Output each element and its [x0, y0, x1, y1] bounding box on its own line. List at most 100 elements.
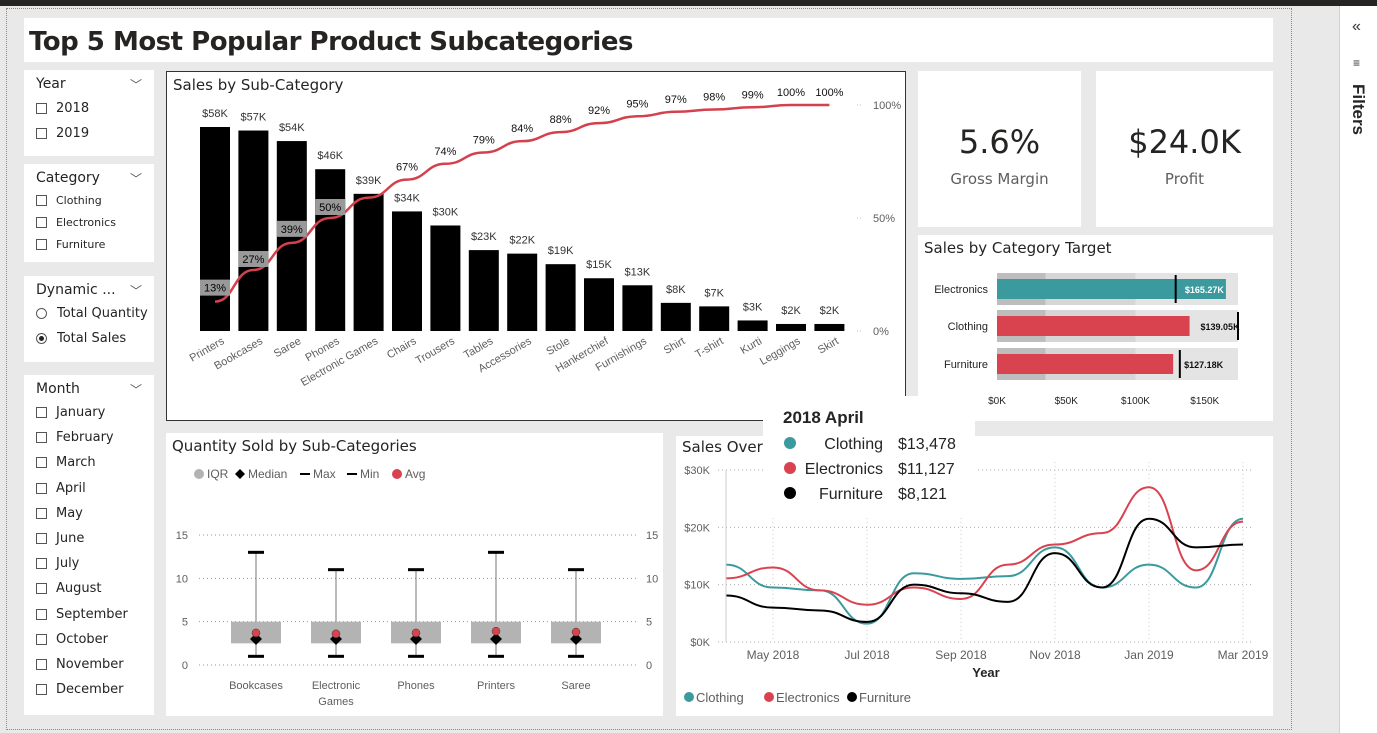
checkbox[interactable] — [36, 457, 47, 469]
checkbox[interactable] — [36, 103, 47, 114]
window-top-bar — [0, 0, 1377, 6]
option-label: Total Sales — [57, 331, 127, 346]
legend-marker — [684, 692, 694, 702]
series-line-electronics — [725, 486, 1244, 606]
pareto-chart[interactable]: 0%50%100%$58KPrinters$57KBookcases$54KSa… — [167, 72, 905, 420]
slicer-option-october[interactable]: October — [36, 632, 108, 647]
checkbox[interactable] — [36, 507, 47, 519]
year-slicer: Year ﹀ 2018 2019 — [24, 70, 154, 156]
chevron-down-icon[interactable]: ﹀ — [129, 172, 142, 186]
checkbox[interactable] — [36, 633, 47, 645]
slicer-title: Category — [36, 170, 100, 186]
gross-margin-card: 5.6% Gross Margin — [918, 71, 1081, 227]
bullet-chart[interactable]: $165.27K Electronics $139.05K Clothing $127.… — [918, 235, 1273, 421]
dynamic-measure-slicer: Dynamic ... ﹀ Total Quantity Total Sales — [24, 276, 154, 362]
slicer-option-furniture[interactable]: Furniture — [36, 238, 105, 251]
checkbox[interactable] — [36, 217, 47, 228]
chevron-down-icon[interactable]: ﹀ — [129, 78, 142, 92]
cumulative-percent-line — [214, 103, 830, 303]
slicer-option-august[interactable]: August — [36, 581, 102, 596]
cumulative-label: 27% — [242, 254, 264, 266]
y-tick-label: $0K — [690, 637, 710, 649]
bar-value-label: $8K — [666, 284, 686, 296]
cumulative-label-bg — [315, 199, 346, 215]
slicer-option-2018[interactable]: 2018 — [36, 101, 89, 116]
option-label: 2018 — [56, 101, 90, 116]
legend-label: Clothing — [696, 690, 744, 705]
bar-tables — [468, 250, 499, 331]
sales-by-category-target-visual[interactable]: Sales by Category Target $165.27K Electro… — [918, 235, 1273, 421]
tooltip-series-value: $13,478 — [898, 436, 956, 453]
checkbox[interactable] — [36, 583, 47, 595]
checkbox[interactable] — [36, 482, 47, 494]
legend-label: Min — [360, 467, 379, 481]
radio-option-total-sales[interactable]: Total Sales — [36, 331, 126, 346]
slicer-option-march[interactable]: March — [36, 455, 96, 470]
y-tick-label: 10 — [176, 573, 188, 585]
filters-pane[interactable]: « ≡ Filters — [1339, 6, 1377, 733]
bar-bookcases — [238, 130, 269, 331]
option-label: Electronics — [56, 216, 116, 229]
checkbox[interactable] — [36, 195, 47, 206]
slicer-option-may[interactable]: May — [36, 506, 83, 521]
slicer-option-september[interactable]: September — [36, 607, 128, 622]
slicer-option-july[interactable]: July — [36, 556, 79, 571]
visual-title: Sales Over — [682, 438, 763, 456]
box-plot-chart[interactable]: IQR Median Max Min Avg 0 0 5 5 10 10 15 15 Bookcases E… — [166, 433, 663, 716]
slicer-option-june[interactable]: June — [36, 531, 84, 546]
slicer-option-november[interactable]: November — [36, 657, 124, 672]
checkbox[interactable] — [36, 533, 47, 544]
category-slicer: Category ﹀ Clothing Electronics Furnitur… — [24, 164, 154, 262]
checkbox[interactable] — [36, 608, 47, 620]
slicer-option-clothing[interactable]: Clothing — [36, 194, 102, 207]
slicer-option-april[interactable]: April — [36, 481, 86, 496]
slicer-option-february[interactable]: February — [36, 430, 114, 445]
chevron-down-icon[interactable]: ﹀ — [129, 383, 142, 397]
sales-by-subcategory-visual[interactable]: Sales by Sub-Category 0% 50% 100% $58K Print… — [166, 71, 906, 421]
x-tick-label: Sep 2018 — [935, 648, 987, 662]
filters-pane-label[interactable]: Filters — [1349, 84, 1368, 136]
checkbox[interactable] — [36, 128, 47, 139]
quantity-sold-visual[interactable]: Quantity Sold by Sub-Categories IQR Media… — [166, 433, 663, 716]
bar-stole — [545, 264, 576, 331]
slicer-option-2019[interactable]: 2019 — [36, 126, 89, 141]
option-label: October — [56, 631, 109, 647]
checkbox[interactable] — [36, 432, 47, 444]
slicer-option-december[interactable]: December — [36, 682, 123, 697]
bar-value-label: $57K — [241, 112, 267, 124]
tooltip-series-marker — [784, 437, 796, 449]
tooltip-series-name: Electronics — [805, 461, 883, 478]
avg-marker — [411, 628, 421, 638]
x-tick-label: $0K — [988, 396, 1006, 407]
x-tick-label: Mar 2019 — [1218, 648, 1269, 662]
checkbox[interactable] — [36, 407, 47, 418]
checkbox[interactable] — [36, 684, 47, 696]
radio-button[interactable] — [36, 308, 47, 319]
cumulative-label: 100% — [777, 87, 805, 99]
filter-lines-icon: ≡ — [1353, 56, 1361, 70]
checkbox[interactable] — [36, 239, 47, 250]
y-tick-label: 15 — [176, 530, 188, 542]
legend-label: Median — [248, 467, 287, 481]
checkbox[interactable] — [36, 659, 47, 670]
slicer-option-january[interactable]: January — [36, 405, 105, 420]
chevron-down-icon[interactable]: ﹀ — [129, 284, 142, 298]
line-chart[interactable]: $0K $10K $20K $30K May 2018 Jul 2018 Sep 2018 N… — [676, 436, 1273, 716]
legend-marker — [194, 469, 204, 479]
legend-label: Furniture — [859, 690, 911, 705]
x-tick-label: Nov 2018 — [1029, 648, 1081, 662]
cumulative-label: 88% — [550, 114, 572, 126]
chart-tooltip: 2018 April Clothing $13,478 Electronics $11,… — [763, 396, 975, 518]
radio-button-selected[interactable] — [36, 333, 47, 344]
radio-option-total-quantity[interactable]: Total Quantity — [36, 306, 148, 321]
bar-value-label: $22K — [509, 235, 535, 247]
double-chevron-left-icon[interactable]: « — [1352, 18, 1361, 35]
y2-tick-label: 0% — [873, 326, 889, 338]
slicer-option-electronics[interactable]: Electronics — [36, 216, 116, 229]
visual-title: Sales by Category Target — [924, 239, 1112, 257]
checkbox[interactable] — [36, 558, 47, 570]
bar-value-label: $58K — [202, 108, 228, 120]
tooltip-series-value: $8,121 — [898, 486, 947, 503]
x-tick-label: Saree — [561, 680, 590, 692]
bullet-value-label: $139.05K — [1201, 322, 1241, 332]
